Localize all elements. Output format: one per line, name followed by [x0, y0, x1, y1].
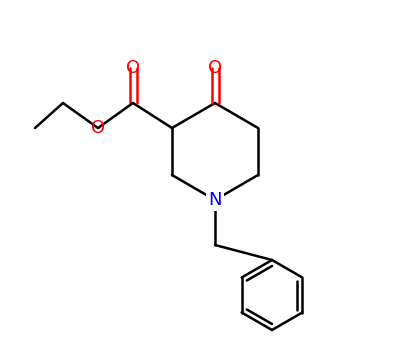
Text: N: N [208, 191, 222, 209]
Text: O: O [126, 59, 140, 77]
Text: O: O [91, 119, 105, 137]
Text: O: O [208, 59, 222, 77]
